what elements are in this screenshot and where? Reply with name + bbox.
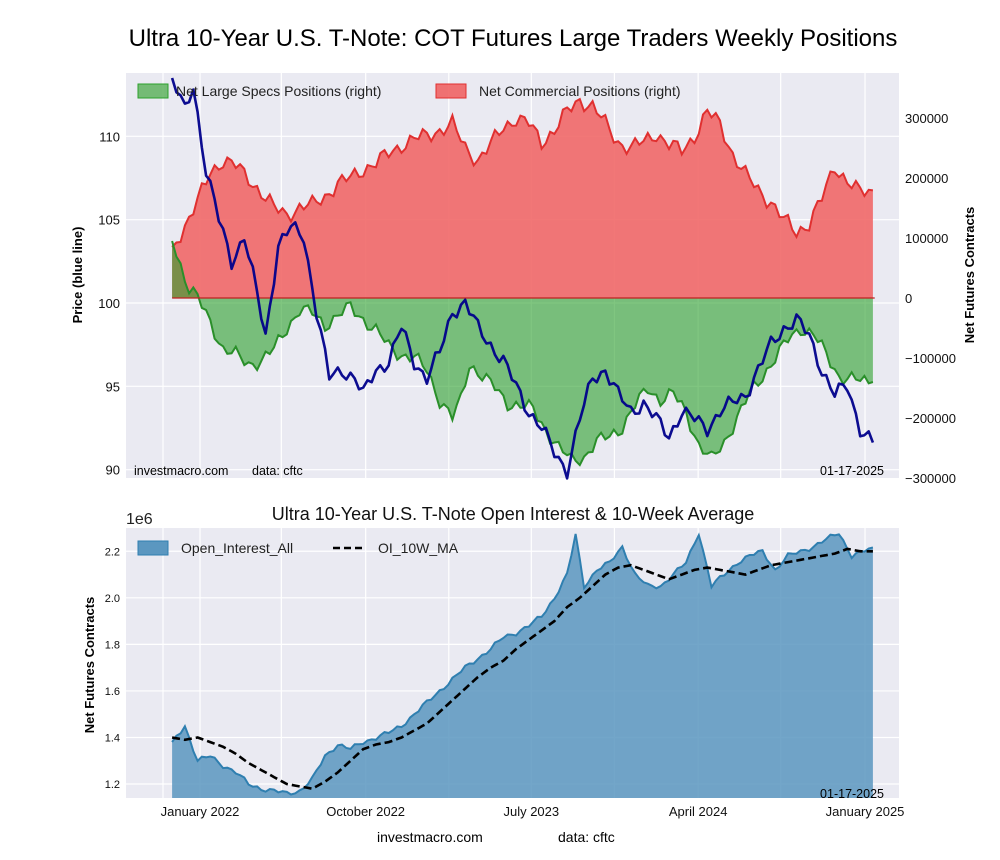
top-ytick-right-label: 0	[905, 291, 912, 306]
specs-area	[172, 241, 873, 466]
top-ylabel-right: Net Futures Contracts	[962, 207, 977, 344]
top-ytick-left-label: 90	[106, 463, 120, 478]
top-ytick-right-label: 100000	[905, 231, 948, 246]
open-interest-area	[172, 533, 873, 798]
bottom-ytick-label: 2.0	[105, 593, 120, 605]
legend-specs-label: Net Large Specs Positions (right)	[176, 83, 381, 99]
commercial-area	[172, 99, 873, 298]
bottom-ytick-label: 1.4	[105, 732, 120, 744]
top-ytick-left-label: 110	[99, 129, 120, 144]
bottom-title: Ultra 10-Year U.S. T-Note Open Interest …	[272, 504, 755, 524]
top-series	[170, 77, 875, 480]
bottom-xtick-label: October 2022	[326, 804, 405, 819]
top-ytick-right-label: −200000	[905, 411, 956, 426]
bottom-ylabel: Net Futures Contracts	[82, 597, 97, 734]
legend-specs-swatch	[137, 83, 169, 99]
bottom-xtick-label: April 2024	[669, 804, 728, 819]
legend-oi-label: Open_Interest_All	[181, 540, 293, 556]
legend-oi-swatch	[137, 540, 169, 556]
bottom-ticks: 1.2 1.4 1.6 1.8 2.0 2.2 January 2022 October 20…	[105, 546, 905, 819]
top-ylabel-left: Price (blue line)	[70, 227, 85, 324]
open-interest-line	[171, 532, 874, 796]
top-annotation-site: investmacro.com	[134, 464, 228, 478]
top-ytick-right-label: −300000	[905, 471, 956, 486]
legend-commercial-label: Net Commercial Positions (right)	[479, 83, 681, 99]
bottom-ytick-label: 2.2	[105, 546, 120, 558]
bottom-ytick-label: 1.2	[105, 779, 120, 791]
bottom-xtick-label: January 2025	[826, 804, 905, 819]
specs-line	[171, 240, 874, 467]
bottom-legend: Open_Interest_All OI_10W_MA	[137, 540, 459, 556]
footer-site: investmacro.com	[377, 829, 483, 845]
legend-commercial-swatch	[435, 83, 467, 99]
bottom-series	[171, 532, 874, 798]
top-ticks: 90 95 100 105 110 −300000 −200000 −100000 0 10000…	[98, 111, 956, 486]
oi-ma-line	[171, 547, 873, 791]
bottom-offset-label: 1e6	[126, 511, 153, 528]
top-annotation-date: 01-17-2025	[820, 464, 884, 478]
top-ytick-right-label: −100000	[905, 351, 956, 366]
top-ytick-right-label: 200000	[905, 171, 948, 186]
top-ytick-left-label: 95	[106, 379, 120, 394]
bottom-xtick-label: July 2023	[503, 804, 559, 819]
bottom-ytick-label: 1.8	[105, 639, 120, 651]
commercial-line	[171, 97, 874, 248]
top-ytick-left-label: 105	[98, 213, 120, 228]
footer-source: data: cftc	[558, 829, 615, 845]
bottom-annotation-date: 01-17-2025	[820, 787, 884, 801]
top-ytick-right-label: 300000	[905, 111, 948, 126]
legend-ma-label: OI_10W_MA	[378, 540, 459, 556]
bottom-ytick-label: 1.6	[105, 686, 120, 698]
top-annotation-source: data: cftc	[252, 464, 303, 478]
bottom-xtick-label: January 2022	[161, 804, 240, 819]
bottom-panel: Ultra 10-Year U.S. T-Note Open Interest …	[82, 504, 904, 819]
price-line	[170, 77, 875, 480]
top-ytick-left-label: 100	[98, 296, 120, 311]
main-title: Ultra 10-Year U.S. T-Note: COT Futures L…	[129, 25, 898, 52]
top-panel: 90 95 100 105 110 −300000 −200000 −100000 0 10000…	[70, 73, 977, 486]
top-legend: Net Large Specs Positions (right) Net Co…	[137, 83, 681, 99]
